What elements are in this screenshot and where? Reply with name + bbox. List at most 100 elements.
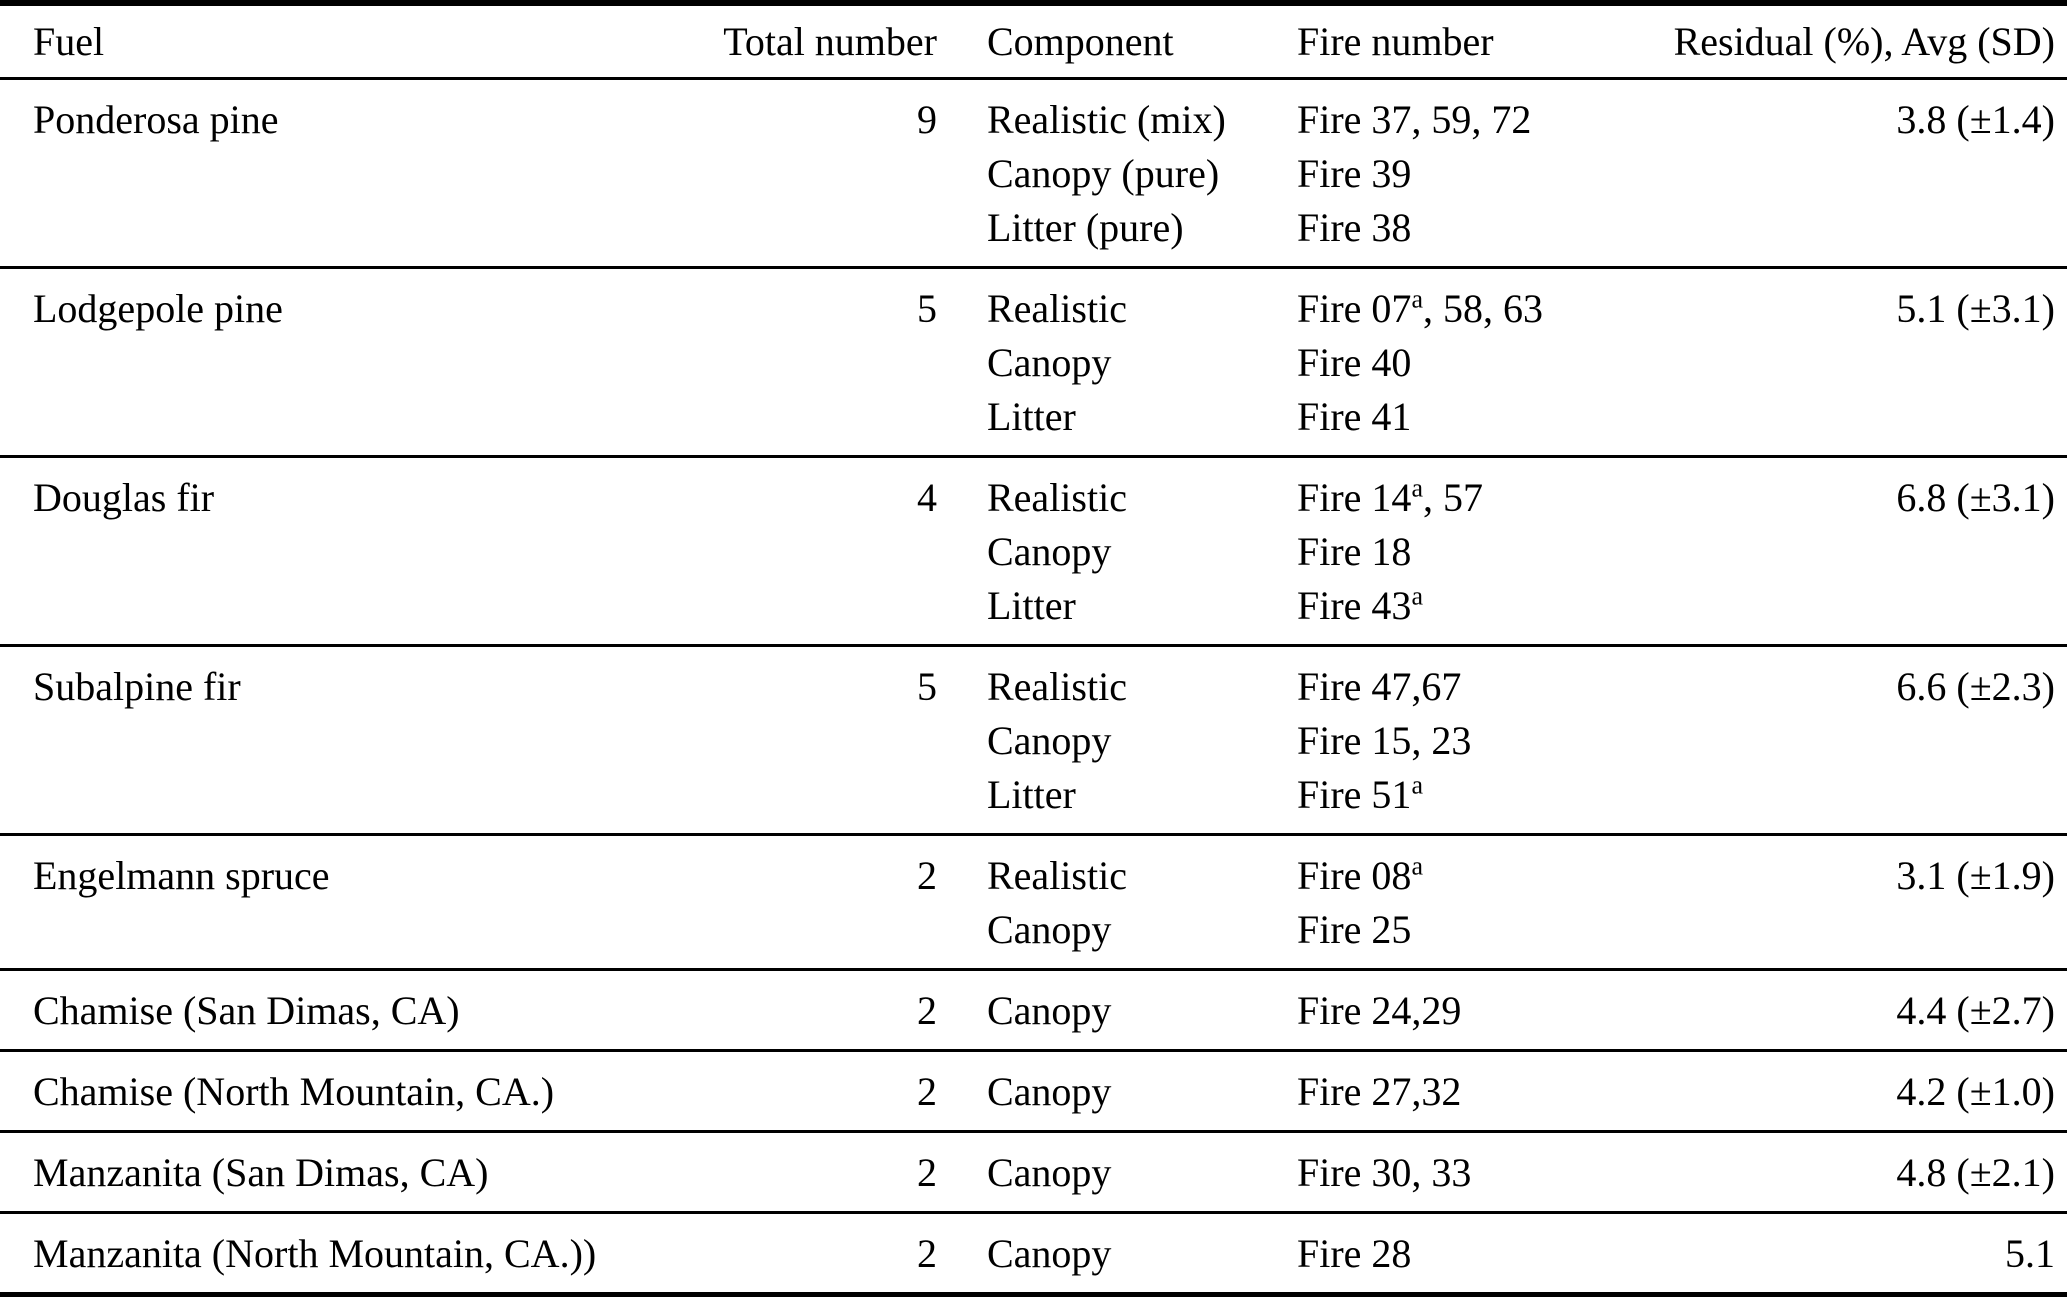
fire-number-line: Fire 25 xyxy=(1297,903,1620,957)
residual-cell: 5.1 xyxy=(2005,1231,2055,1276)
component-line: Realistic (mix) xyxy=(987,97,1226,142)
fire-number-line: Fire 08a xyxy=(1297,849,1620,903)
residual-cell: 6.6 (±2.3) xyxy=(1896,664,2055,709)
fire-number-line: Fire 39 xyxy=(1297,147,1620,201)
fire-number-text: Fire 28 xyxy=(1297,1231,1412,1276)
col-header-residual: Residual (%), Avg (SD) xyxy=(1673,19,2055,64)
fuel-cell: Manzanita (San Dimas, CA) xyxy=(33,1150,489,1195)
total-number-cell: 9 xyxy=(917,97,937,142)
table-row: Ponderosa pine 9 Realistic (mix) Canopy (… xyxy=(0,79,2067,268)
component-line: Realistic xyxy=(987,664,1127,709)
residual-cell: 3.1 (±1.9) xyxy=(1896,853,2055,898)
fire-number-cell: Fire 28 xyxy=(1285,1213,1620,1295)
fuel-cell: Chamise (San Dimas, CA) xyxy=(33,988,460,1033)
table-row: Manzanita (San Dimas, CA) 2 Canopy Fire … xyxy=(0,1132,2067,1213)
component-line: Realistic xyxy=(987,853,1127,898)
fire-number-text: Fire 14 xyxy=(1297,475,1412,520)
residual-cell: 5.1 (±3.1) xyxy=(1896,286,2055,331)
component-line: Canopy xyxy=(987,1231,1112,1276)
residual-cell: 4.2 (±1.0) xyxy=(1896,1069,2055,1114)
fire-number-text: , 57 xyxy=(1422,475,1483,520)
table-row: Engelmann spruce 2 Realistic Canopy Fire … xyxy=(0,835,2067,970)
fire-number-text: Fire 27,32 xyxy=(1297,1069,1462,1114)
fuel-cell: Lodgepole pine xyxy=(33,286,283,331)
residual-cell: 3.8 (±1.4) xyxy=(1896,97,2055,142)
fire-number-cell: Fire 08a Fire 25 xyxy=(1285,835,1620,970)
footnote-marker: a xyxy=(1411,284,1423,314)
fire-number-line: Fire 38 xyxy=(1297,201,1620,255)
fire-number-cell: Fire 07a, 58, 63 Fire 40 Fire 41 xyxy=(1285,268,1620,457)
col-header-fire-number: Fire number xyxy=(1297,19,1494,64)
fire-number-line: Fire 30, 33 xyxy=(1297,1146,1620,1200)
table-row: Chamise (North Mountain, CA.) 2 Canopy F… xyxy=(0,1051,2067,1132)
fire-number-line: Fire 47,67 xyxy=(1297,660,1620,714)
component-line: Canopy xyxy=(987,718,1112,763)
footnote-marker: a xyxy=(1411,770,1423,800)
fire-number-line: Fire 18 xyxy=(1297,525,1620,579)
component-line: Canopy xyxy=(987,340,1112,385)
fire-number-line: Fire 41 xyxy=(1297,390,1620,444)
fuel-cell: Ponderosa pine xyxy=(33,97,279,142)
total-number-cell: 2 xyxy=(917,853,937,898)
fire-number-text: Fire 43 xyxy=(1297,583,1412,628)
fire-number-text: Fire 41 xyxy=(1297,394,1412,439)
col-header-component: Component xyxy=(987,19,1174,64)
component-line: Canopy xyxy=(987,1150,1112,1195)
fire-number-cell: Fire 14a, 57 Fire 18 Fire 43a xyxy=(1285,457,1620,646)
fire-number-line: Fire 51a xyxy=(1297,768,1620,822)
total-number-cell: 2 xyxy=(917,988,937,1033)
total-number-cell: 2 xyxy=(917,1150,937,1195)
fuel-cell: Douglas fir xyxy=(33,475,215,520)
fire-number-line: Fire 37, 59, 72 xyxy=(1297,93,1620,147)
residual-cell: 4.4 (±2.7) xyxy=(1896,988,2055,1033)
total-number-cell: 2 xyxy=(917,1069,937,1114)
fire-number-text: Fire 25 xyxy=(1297,907,1412,952)
fire-number-line: Fire 28 xyxy=(1297,1227,1620,1281)
fuel-cell: Manzanita (North Mountain, CA.)) xyxy=(33,1231,597,1276)
fire-number-cell: Fire 37, 59, 72 Fire 39 Fire 38 xyxy=(1285,79,1620,268)
fire-number-text: Fire 38 xyxy=(1297,205,1412,250)
component-line: Canopy xyxy=(987,1069,1112,1114)
component-line: Canopy xyxy=(987,907,1112,952)
fire-number-cell: Fire 24,29 xyxy=(1285,970,1620,1051)
component-line: Litter xyxy=(987,772,1076,817)
component-cell: Realistic (mix) Canopy (pure) Litter (pure… xyxy=(937,79,1285,268)
fire-number-line: Fire 14a, 57 xyxy=(1297,471,1620,525)
component-line: Litter xyxy=(987,394,1076,439)
fire-number-text: Fire 08 xyxy=(1297,853,1412,898)
col-header-fuel: Fuel xyxy=(33,19,105,64)
footnote-marker: a xyxy=(1411,473,1423,503)
table-row: Lodgepole pine 5 Realistic Canopy Litter F… xyxy=(0,268,2067,457)
component-line: Litter xyxy=(987,583,1076,628)
fire-number-line: Fire 24,29 xyxy=(1297,984,1620,1038)
component-line: Canopy xyxy=(987,529,1112,574)
table-body: Ponderosa pine 9 Realistic (mix) Canopy (… xyxy=(0,79,2067,1295)
table-row: Douglas fir 4 Realistic Canopy Litter Fire… xyxy=(0,457,2067,646)
component-line: Realistic xyxy=(987,475,1127,520)
component-line: Canopy (pure) xyxy=(987,151,1220,196)
fire-number-line: Fire 07a, 58, 63 xyxy=(1297,282,1620,336)
fire-number-text: Fire 24,29 xyxy=(1297,988,1462,1033)
fuel-cell: Chamise (North Mountain, CA.) xyxy=(33,1069,555,1114)
component-cell: Realistic Canopy Litter xyxy=(937,268,1285,457)
component-cell: Canopy xyxy=(937,970,1285,1051)
fire-number-text: Fire 37, 59, 72 xyxy=(1297,97,1532,142)
component-cell: Canopy xyxy=(937,1213,1285,1295)
fire-number-text: Fire 30, 33 xyxy=(1297,1150,1472,1195)
component-cell: Realistic Canopy xyxy=(937,835,1285,970)
component-line: Litter (pure) xyxy=(987,205,1184,250)
fire-number-cell: Fire 30, 33 xyxy=(1285,1132,1620,1213)
component-cell: Realistic Canopy Litter xyxy=(937,457,1285,646)
fire-number-line: Fire 40 xyxy=(1297,336,1620,390)
component-line: Realistic xyxy=(987,286,1127,331)
fire-number-text: Fire 18 xyxy=(1297,529,1412,574)
fire-number-text: Fire 40 xyxy=(1297,340,1412,385)
header-row: Fuel Total number Component Fire number … xyxy=(0,3,2067,79)
fire-number-text: Fire 39 xyxy=(1297,151,1412,196)
footnote-marker: a xyxy=(1411,581,1423,611)
fire-number-line: Fire 27,32 xyxy=(1297,1065,1620,1119)
table-row: Chamise (San Dimas, CA) 2 Canopy Fire 24… xyxy=(0,970,2067,1051)
table-row: Subalpine fir 5 Realistic Canopy Litter Fi… xyxy=(0,646,2067,835)
col-header-total-number: Total number xyxy=(723,19,937,64)
